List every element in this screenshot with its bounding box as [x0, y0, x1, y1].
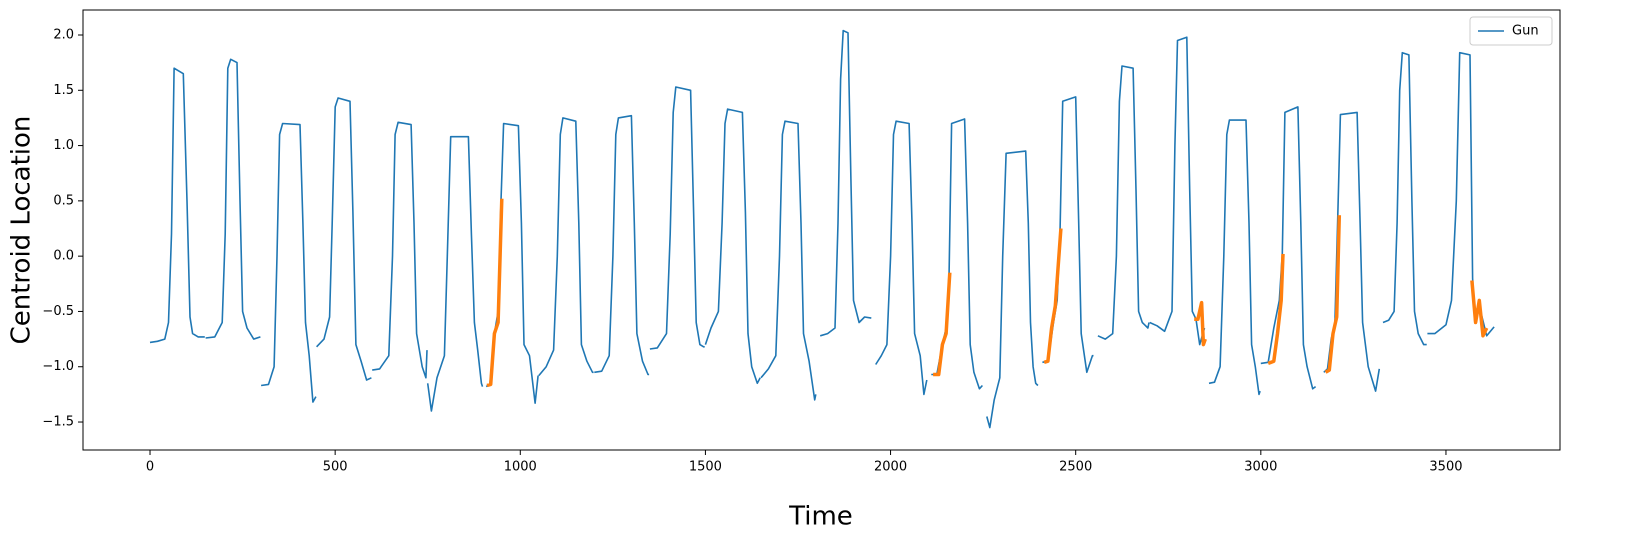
y-tick-label: 0.0	[53, 249, 74, 264]
y-axis-label: Centroid Location	[7, 116, 37, 345]
y-tick-label: 2.0	[53, 27, 74, 42]
x-tick-label: 1500	[689, 460, 722, 475]
y-tick-label: −1.0	[42, 359, 74, 374]
data-line	[486, 198, 1489, 388]
legend-label: Gun	[1512, 24, 1539, 39]
data-line	[149, 29, 1495, 429]
y-tick-label: 1.0	[53, 138, 74, 153]
plot-frame	[82, 9, 1561, 451]
x-tick-label: 3000	[1244, 460, 1277, 475]
x-tick-label: 1000	[504, 460, 537, 475]
x-tick-label: 2500	[1059, 460, 1092, 475]
x-tick-label: 0	[146, 460, 154, 475]
y-tick-label: 1.5	[53, 83, 74, 98]
y-tick-label: −0.5	[42, 304, 74, 319]
y-tick-label: 0.5	[53, 193, 74, 208]
y-tick-label: −1.5	[42, 415, 74, 430]
x-axis-label: Time	[788, 502, 853, 532]
x-tick-label: 3500	[1429, 460, 1462, 475]
legend-box	[1469, 16, 1553, 46]
x-tick-label: 500	[323, 460, 348, 475]
x-tick-label: 2000	[874, 460, 907, 475]
